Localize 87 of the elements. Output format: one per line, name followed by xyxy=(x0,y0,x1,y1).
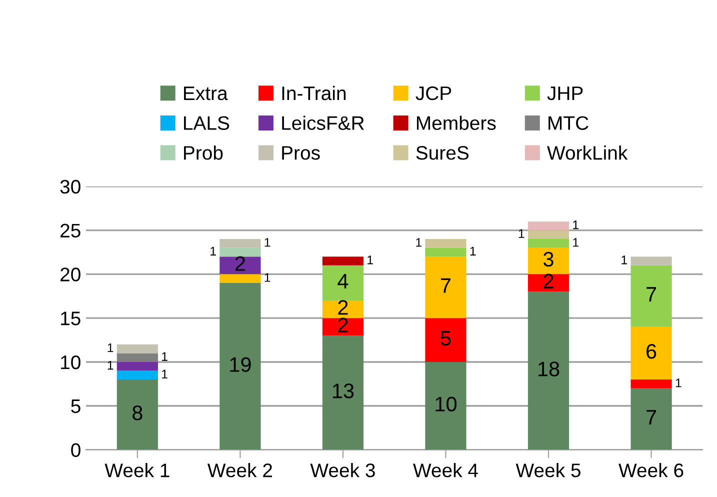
bar xyxy=(220,256,261,274)
bar xyxy=(220,239,261,248)
legend-label: Prob xyxy=(184,145,223,160)
bar xyxy=(528,292,570,450)
bar xyxy=(630,326,672,380)
bar xyxy=(630,380,672,388)
bar xyxy=(630,256,672,266)
bar xyxy=(116,362,158,371)
bar xyxy=(322,336,364,450)
y-tick-label: 0 xyxy=(71,443,80,458)
data-label: 1 xyxy=(368,256,373,264)
data-label: 6 xyxy=(646,344,656,359)
data-label: 1 xyxy=(108,343,114,352)
data-label: 1 xyxy=(622,256,628,264)
legend-label: SureS xyxy=(416,146,469,160)
y-tick-label: 10 xyxy=(61,355,80,370)
bar xyxy=(322,318,364,336)
data-label: 1 xyxy=(416,238,422,247)
data-label: 8 xyxy=(132,406,142,420)
data-label: 2 xyxy=(338,300,348,315)
data-label: 1 xyxy=(573,238,578,247)
data-label: 7 xyxy=(441,278,450,293)
data-label: 1 xyxy=(210,246,216,256)
data-label: 19 xyxy=(230,357,251,372)
bar xyxy=(425,248,466,257)
data-label: 1 xyxy=(470,246,476,256)
bar xyxy=(116,353,158,362)
data-label: 10 xyxy=(436,396,457,412)
data-label: 13 xyxy=(332,384,354,398)
bar xyxy=(116,370,158,380)
y-tick-label: 5 xyxy=(71,400,80,414)
x-tick-label: Week 1 xyxy=(104,462,170,478)
data-label: 1 xyxy=(676,378,682,388)
x-tick-label: Week 3 xyxy=(310,462,375,478)
data-label: 2 xyxy=(338,318,348,332)
data-label: 3 xyxy=(544,252,554,267)
data-label: 1 xyxy=(162,352,168,361)
data-label: 4 xyxy=(338,274,348,288)
legend-label: LALS xyxy=(184,116,230,130)
y-tick-label: 20 xyxy=(60,268,80,282)
legend-label: Pros xyxy=(282,146,320,160)
data-label: 5 xyxy=(440,331,451,346)
legend-label: In-Train xyxy=(282,86,346,100)
legend-label: JCP xyxy=(416,86,452,100)
x-tick-label: Week 6 xyxy=(618,462,684,478)
bar xyxy=(322,300,364,318)
legend-label: WorkLink xyxy=(547,145,628,160)
bar xyxy=(425,239,466,248)
bar xyxy=(116,344,158,354)
bar xyxy=(425,256,466,318)
bar xyxy=(528,221,570,230)
legend-label: Extra xyxy=(184,86,228,100)
data-label: 18 xyxy=(538,362,560,376)
bar xyxy=(220,248,261,257)
bar xyxy=(528,239,570,248)
bar xyxy=(528,274,570,292)
y-tick-label: 30 xyxy=(60,180,80,194)
data-label: 1 xyxy=(518,229,524,238)
data-label: 1 xyxy=(108,361,114,370)
x-tick-label: Week 2 xyxy=(207,462,272,478)
data-label: 7 xyxy=(646,410,656,424)
data-label: 7 xyxy=(646,287,656,302)
legend-label: JHP xyxy=(547,86,583,100)
bar xyxy=(220,274,261,283)
bar xyxy=(425,362,466,450)
x-tick-label: Week 5 xyxy=(516,462,580,478)
x-tick-label: Week 4 xyxy=(413,462,478,478)
data-label: 2 xyxy=(235,256,245,271)
bar xyxy=(116,380,158,450)
bar xyxy=(630,388,672,450)
data-label: 1 xyxy=(162,370,168,378)
bar xyxy=(528,248,570,274)
y-tick-label: 25 xyxy=(60,224,80,238)
data-label: 1 xyxy=(264,238,270,247)
bar xyxy=(630,265,672,327)
data-label: 1 xyxy=(264,273,270,282)
bar xyxy=(220,282,261,450)
bar xyxy=(528,230,570,240)
legend-label: Members xyxy=(416,116,496,130)
bar xyxy=(322,256,364,266)
data-label: 2 xyxy=(544,274,554,288)
bar xyxy=(425,318,466,362)
legend-label: LeicsF&R xyxy=(282,116,364,130)
legend-label: MTC xyxy=(548,116,588,130)
y-tick-label: 15 xyxy=(61,312,80,326)
data-label: 1 xyxy=(573,220,578,230)
bar xyxy=(322,265,364,301)
